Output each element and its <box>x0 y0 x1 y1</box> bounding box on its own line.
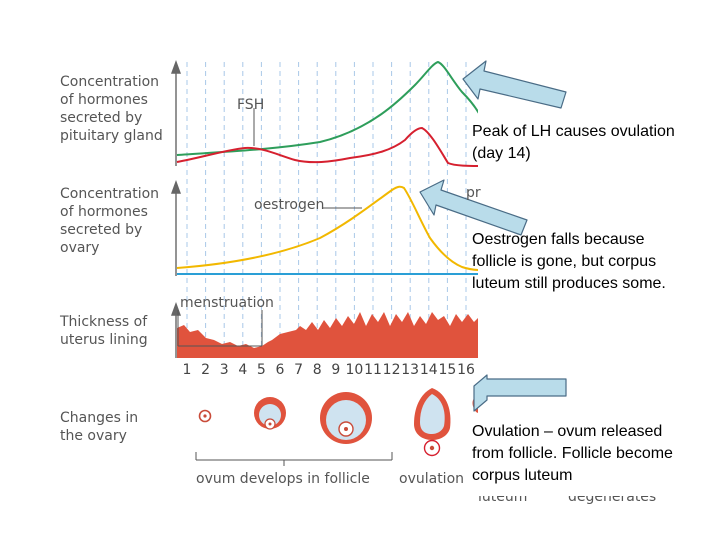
lh-curve <box>176 60 478 156</box>
lh-peak-callout: Peak of LH causes ovulation (day 14) <box>472 123 675 162</box>
day-tick-label: 3 <box>219 362 229 378</box>
menstruation-label: menstruation <box>180 295 274 311</box>
day-tick-label: 6 <box>275 362 285 378</box>
ovulation-callout: Ovulation – ovum released from follicle. … <box>472 423 673 484</box>
day-tick-label: 12 <box>382 362 401 378</box>
ovary-hormone-row-label: Concentration of hormones secreted by ovary <box>60 186 160 256</box>
oestrogen-falls-callout: Oestrogen falls because follicle is gone,… <box>472 231 666 292</box>
ovulation-arrow <box>473 374 567 412</box>
ovary-stage-4 <box>414 388 451 457</box>
ovary-hormone-axis <box>171 179 181 276</box>
day-tick-label: 5 <box>256 362 266 378</box>
oestrogen-label: oestrogen <box>254 197 325 213</box>
luteum-label-partial: luteum <box>478 489 528 505</box>
day-tick-label: 8 <box>312 362 322 378</box>
day-tick-label: 14 <box>419 362 438 378</box>
degenerates-label-partial: degenerates <box>568 489 657 505</box>
day-tick-label: 15 <box>438 362 457 378</box>
pituitary-axis <box>171 59 181 166</box>
day-axis: 1 2 3 4 5 6 7 8 9 10 11 12 13 14 15 16 <box>0 361 720 379</box>
oestrogen-curve <box>176 185 478 271</box>
day-tick-label: 13 <box>401 362 420 378</box>
menstruation-bracket <box>177 310 263 347</box>
day-tick-label: 1 <box>182 362 192 378</box>
oestrogen-arrow <box>419 179 528 236</box>
ovary-stage-2 <box>254 397 286 430</box>
follicle-bracket <box>195 452 393 466</box>
ovulation-label: ovulation <box>399 471 465 487</box>
uterus-row-label: Thickness of uterus lining <box>60 314 148 348</box>
fsh-label: FSH <box>237 97 265 113</box>
pituitary-row-label: Concentration of hormones secreted by pitui… <box>60 74 163 144</box>
day-tick-label: 4 <box>238 362 248 378</box>
ovary-stage-1 <box>198 409 212 423</box>
day-gridlines <box>186 62 467 358</box>
fsh-curve <box>176 126 478 167</box>
ovary-changes-row-label: Changes in the ovary <box>60 410 139 444</box>
day-tick-label: 16 <box>457 362 475 378</box>
day-tick-label: 10 <box>345 362 364 378</box>
day-tick-label: 2 <box>201 362 211 378</box>
ovum-develops-label: ovum develops in follicle <box>196 471 370 487</box>
uterus-lining <box>177 312 478 358</box>
lh-peak-arrow <box>462 60 567 109</box>
day-tick-label: 9 <box>331 362 341 378</box>
day-tick-label: 11 <box>364 362 382 378</box>
day-tick-label: 7 <box>294 362 304 378</box>
ovary-stage-3 <box>320 392 372 444</box>
progesterone-label-partial: pr <box>466 185 481 201</box>
